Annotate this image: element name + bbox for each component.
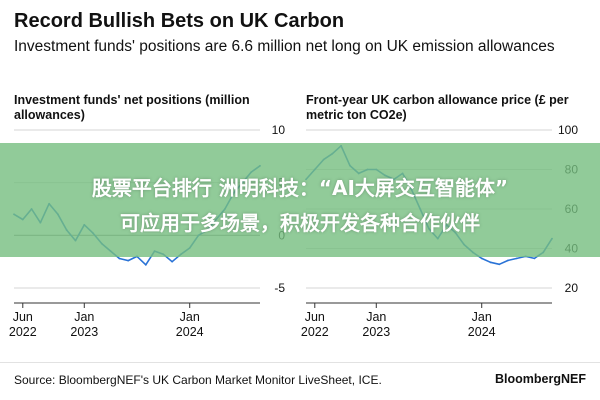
page-title: Record Bullish Bets on UK Carbon <box>14 10 345 32</box>
left-chart-data-point <box>144 263 147 266</box>
left-chart-data-point <box>127 259 130 262</box>
overlay-text-line-2: 可应用于多场景，积极开发各种合作伙伴 <box>120 211 480 235</box>
overlay-text-line-1: 股票平台排行 洲明科技：“AI大屏交互智能体” <box>91 176 509 200</box>
brand-logo-text: BloombergNEF <box>495 372 586 386</box>
right-chart-x-tick-label: 2022 <box>301 325 329 339</box>
right-chart-data-point <box>498 263 501 266</box>
right-chart-x-tick-label: Jan <box>366 310 386 324</box>
left-chart-x-tick-label: Jan <box>74 310 94 324</box>
source-note: Source: BloombergNEF's UK Carbon Market … <box>14 373 382 387</box>
right-chart-y-tick-label: 20 <box>565 281 579 295</box>
right-chart-data-point <box>507 259 509 262</box>
left-chart-x-tick-label: Jan <box>180 310 200 324</box>
left-chart-y-tick-label: -5 <box>274 281 285 295</box>
overlay-banner <box>0 143 600 257</box>
left-chart-y-tick-label: 10 <box>272 123 286 137</box>
right-chart-title: Front-year UK carbon allowance price (£ … <box>306 93 569 122</box>
left-chart-x-tick-label: Jun <box>13 310 33 324</box>
left-chart-data-point <box>171 260 174 263</box>
right-chart-x-tick-label: 2024 <box>468 325 496 339</box>
right-chart-y-tick-label: 100 <box>558 123 578 137</box>
right-chart-data-point <box>480 257 483 260</box>
left-chart-x-tick-label: 2023 <box>70 325 98 339</box>
footer-divider <box>0 362 600 363</box>
left-chart-x-tick-label: 2022 <box>9 325 37 339</box>
right-chart-x-tick-label: Jun <box>305 310 325 324</box>
left-chart-data-point <box>118 257 121 260</box>
left-chart-x-tick-label: 2024 <box>176 325 204 339</box>
right-chart-data-point <box>515 257 518 260</box>
right-chart-x-tick-label: 2023 <box>362 325 390 339</box>
right-chart-x-tick-label: Jan <box>472 310 492 324</box>
page-subtitle: Investment funds' positions are 6.6 mill… <box>14 38 555 55</box>
right-chart-data-point <box>489 261 492 264</box>
right-chart-data-point <box>533 257 536 260</box>
left-chart-title: Investment funds' net positions (million… <box>14 93 250 122</box>
